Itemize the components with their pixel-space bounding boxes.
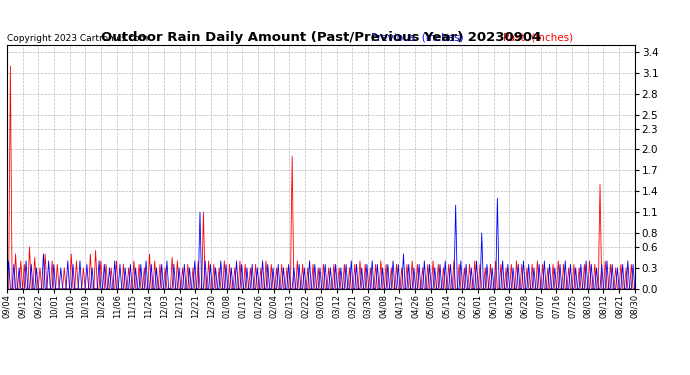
Title: Outdoor Rain Daily Amount (Past/Previous Year) 20230904: Outdoor Rain Daily Amount (Past/Previous… — [101, 31, 541, 44]
Text: Past  (Inches): Past (Inches) — [503, 33, 573, 43]
Text: Previous  (Inches): Previous (Inches) — [371, 33, 464, 43]
Text: Copyright 2023 Cartronics.com: Copyright 2023 Cartronics.com — [7, 34, 148, 43]
